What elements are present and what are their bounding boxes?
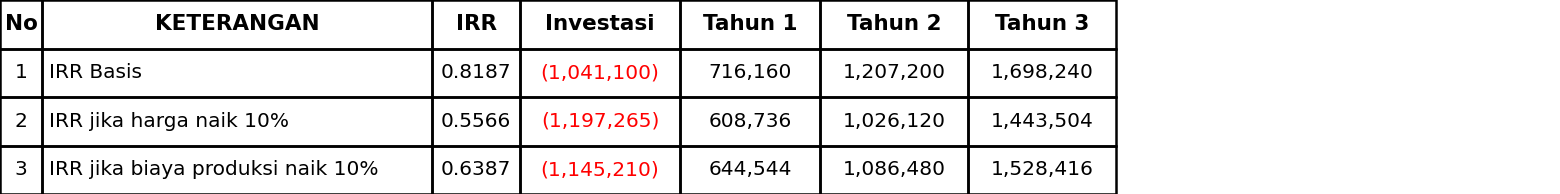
Bar [680,0,821,48]
Bar [680,146,821,194]
Bar [432,146,519,194]
Text: 1,443,504: 1,443,504 [991,112,1094,131]
Text: (1,041,100): (1,041,100) [541,63,660,82]
Bar [969,146,1115,194]
Bar [0,0,42,48]
Bar [0,146,42,194]
Text: IRR Basis: IRR Basis [48,63,142,82]
Text: 0.6387: 0.6387 [441,160,512,179]
Text: IRR jika harga naik 10%: IRR jika harga naik 10% [48,112,289,131]
Bar [821,146,969,194]
Text: IRR: IRR [456,14,496,34]
Bar [432,48,519,97]
Text: 1,086,480: 1,086,480 [842,160,945,179]
Text: 1,698,240: 1,698,240 [991,63,1094,82]
Bar [519,146,680,194]
Text: Tahun 3: Tahun 3 [995,14,1089,34]
Text: 716,160: 716,160 [708,63,791,82]
Bar [519,97,680,146]
Bar [821,0,969,48]
Text: 1: 1 [14,63,28,82]
Bar [969,0,1115,48]
Text: 0.8187: 0.8187 [440,63,512,82]
Bar [821,97,969,146]
Text: (1,145,210): (1,145,210) [541,160,660,179]
Text: (1,197,265): (1,197,265) [541,112,660,131]
Text: 2: 2 [14,112,28,131]
Text: 644,544: 644,544 [708,160,792,179]
Bar [680,97,821,146]
Text: IRR jika biaya produksi naik 10%: IRR jika biaya produksi naik 10% [48,160,379,179]
Text: Investasi: Investasi [546,14,655,34]
Bar [42,146,432,194]
Text: Tahun 1: Tahun 1 [702,14,797,34]
Text: 3: 3 [14,160,28,179]
Bar [969,97,1115,146]
Bar [519,48,680,97]
Bar [42,97,432,146]
Text: KETERANGAN: KETERANGAN [154,14,320,34]
Text: Tahun 2: Tahun 2 [847,14,941,34]
Text: 1,026,120: 1,026,120 [842,112,945,131]
Bar [0,97,42,146]
Text: 1,207,200: 1,207,200 [842,63,945,82]
Bar [42,0,432,48]
Bar [42,48,432,97]
Text: 1,528,416: 1,528,416 [991,160,1094,179]
Text: 608,736: 608,736 [708,112,791,131]
Bar [969,48,1115,97]
Bar [432,0,519,48]
Bar [680,48,821,97]
Text: 0.5566: 0.5566 [441,112,512,131]
Bar [0,48,42,97]
Text: No: No [5,14,37,34]
Bar [519,0,680,48]
Bar [432,97,519,146]
Bar [821,48,969,97]
